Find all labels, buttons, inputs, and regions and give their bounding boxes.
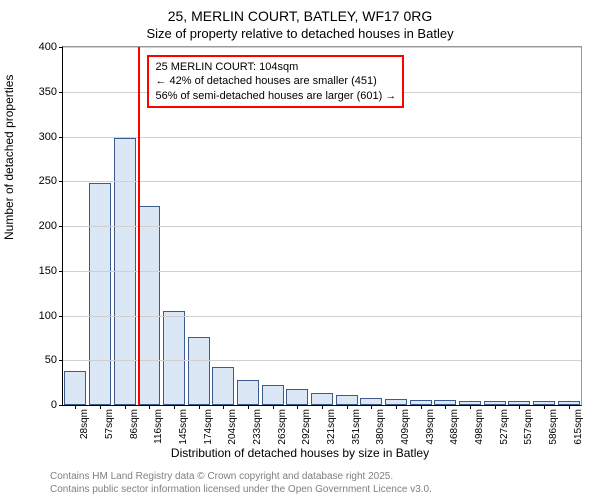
y-tick-mark — [59, 405, 63, 406]
x-tick-label: 527sqm — [499, 409, 510, 445]
bar — [286, 389, 308, 405]
x-tick-label: 351sqm — [351, 409, 362, 445]
y-tick-label: 300 — [39, 131, 57, 143]
gridline — [63, 181, 581, 182]
x-tick-mark — [248, 405, 249, 409]
x-tick-label: 409sqm — [400, 409, 411, 445]
plot-area: 25 MERLIN COURT: 104sqm ← 42% of detache… — [62, 46, 582, 406]
x-tick-label: 263sqm — [277, 409, 288, 445]
y-tick-label: 350 — [39, 86, 57, 98]
x-tick-label: 174sqm — [203, 409, 214, 445]
annotation-line2: ← 42% of detached houses are smaller (45… — [155, 74, 396, 88]
x-tick-mark — [100, 405, 101, 409]
y-tick-label: 50 — [45, 354, 57, 366]
bar — [163, 311, 185, 405]
y-tick-label: 400 — [39, 41, 57, 53]
x-tick-mark — [273, 405, 274, 409]
gridline — [63, 316, 581, 317]
annotation-line1: 25 MERLIN COURT: 104sqm — [155, 60, 396, 74]
y-tick-label: 100 — [39, 310, 57, 322]
x-tick-mark — [75, 405, 76, 409]
x-tick-label: 615sqm — [573, 409, 584, 445]
y-tick-mark — [59, 137, 63, 138]
x-tick-label: 204sqm — [227, 409, 238, 445]
x-tick-label: 292sqm — [301, 409, 312, 445]
bar — [138, 206, 160, 405]
x-tick-label: 321sqm — [326, 409, 337, 445]
y-tick-label: 150 — [39, 265, 57, 277]
x-tick-mark — [223, 405, 224, 409]
x-axis-label: Distribution of detached houses by size … — [0, 446, 600, 460]
bar — [360, 398, 382, 405]
y-tick-mark — [59, 92, 63, 93]
footer: Contains HM Land Registry data © Crown c… — [50, 470, 432, 496]
x-tick-label: 233sqm — [252, 409, 263, 445]
gridline — [63, 271, 581, 272]
y-tick-mark — [59, 226, 63, 227]
footer-line1: Contains HM Land Registry data © Crown c… — [50, 470, 432, 483]
annotation-line3: 56% of semi-detached houses are larger (… — [155, 89, 396, 103]
bar — [311, 393, 333, 405]
x-tick-mark — [199, 405, 200, 409]
x-tick-mark — [371, 405, 372, 409]
y-tick-mark — [59, 360, 63, 361]
x-tick-mark — [297, 405, 298, 409]
y-tick-mark — [59, 181, 63, 182]
x-tick-mark — [322, 405, 323, 409]
gridline — [63, 360, 581, 361]
y-tick-mark — [59, 271, 63, 272]
gridline — [63, 47, 581, 48]
x-tick-mark — [519, 405, 520, 409]
x-tick-label: 468sqm — [449, 409, 460, 445]
x-tick-label: 498sqm — [474, 409, 485, 445]
x-tick-label: 586sqm — [548, 409, 559, 445]
x-tick-label: 557sqm — [523, 409, 534, 445]
x-tick-mark — [149, 405, 150, 409]
y-tick-label: 0 — [51, 399, 57, 411]
gridline — [63, 137, 581, 138]
x-tick-label: 28sqm — [79, 409, 90, 439]
x-tick-mark — [544, 405, 545, 409]
x-tick-mark — [125, 405, 126, 409]
bar — [188, 337, 210, 405]
bar — [237, 380, 259, 405]
annotation-box: 25 MERLIN COURT: 104sqm ← 42% of detache… — [147, 55, 404, 108]
x-tick-mark — [421, 405, 422, 409]
y-tick-label: 250 — [39, 175, 57, 187]
bar — [336, 395, 358, 405]
footer-line2: Contains public sector information licen… — [50, 483, 432, 496]
x-tick-label: 145sqm — [178, 409, 189, 445]
x-tick-mark — [569, 405, 570, 409]
bar — [64, 371, 86, 405]
bar — [262, 385, 284, 405]
chart-title-line2: Size of property relative to detached ho… — [0, 26, 600, 41]
bar — [212, 367, 234, 405]
y-tick-label: 200 — [39, 220, 57, 232]
x-tick-mark — [445, 405, 446, 409]
y-tick-mark — [59, 316, 63, 317]
y-axis-label: Number of detached properties — [2, 75, 16, 240]
x-tick-label: 439sqm — [425, 409, 436, 445]
chart-container: 25, MERLIN COURT, BATLEY, WF17 0RG Size … — [0, 0, 600, 500]
gridline — [63, 226, 581, 227]
marker-line — [138, 47, 140, 405]
x-tick-mark — [495, 405, 496, 409]
x-tick-label: 116sqm — [153, 409, 164, 444]
x-tick-mark — [396, 405, 397, 409]
x-tick-label: 57sqm — [104, 409, 115, 439]
chart-title-line1: 25, MERLIN COURT, BATLEY, WF17 0RG — [0, 8, 600, 24]
x-tick-mark — [347, 405, 348, 409]
x-tick-label: 380sqm — [375, 409, 386, 445]
bar — [89, 183, 111, 405]
y-tick-mark — [59, 47, 63, 48]
x-tick-mark — [470, 405, 471, 409]
x-tick-label: 86sqm — [129, 409, 140, 439]
x-tick-mark — [174, 405, 175, 409]
